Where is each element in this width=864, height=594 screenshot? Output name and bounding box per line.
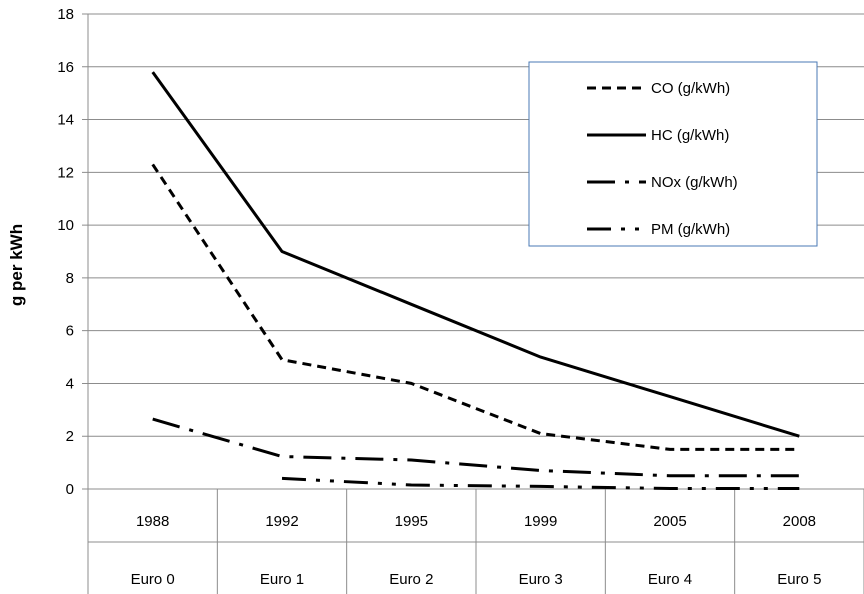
x-tick-label-year: 1999 bbox=[524, 513, 557, 530]
legend-label: PM (g/kWh) bbox=[651, 221, 730, 238]
y-tick-label: 0 bbox=[66, 481, 74, 498]
legend-label: NOx (g/kWh) bbox=[651, 174, 738, 191]
series-line-nox bbox=[152, 417, 800, 478]
x-tick-label-year: 2008 bbox=[783, 513, 816, 530]
y-tick-label: 6 bbox=[66, 323, 74, 340]
y-axis-ticks: 0 2 4 6 8 10 12 14 16 18 bbox=[57, 6, 74, 498]
x-tick-label-year: 2005 bbox=[653, 513, 686, 530]
y-tick-label: 8 bbox=[66, 270, 74, 287]
y-tick-label: 16 bbox=[57, 59, 74, 76]
y-tick-label: 14 bbox=[57, 112, 74, 129]
x-tick-label-euro: Euro 5 bbox=[777, 571, 821, 588]
legend: CO (g/kWh) HC (g/kWh) NOx (g/kWh) PM (g/kWh… bbox=[528, 61, 818, 247]
x-tick-label-year: 1992 bbox=[265, 513, 298, 530]
series-line-hc bbox=[151, 71, 800, 438]
legend-label: HC (g/kWh) bbox=[651, 127, 729, 144]
y-tick-label: 12 bbox=[57, 164, 74, 181]
x-tick-label-euro: Euro 2 bbox=[389, 571, 433, 588]
series-lines bbox=[151, 71, 800, 490]
series-line-co bbox=[151, 163, 800, 451]
legend-box bbox=[528, 61, 818, 247]
x-tick-label-euro: Euro 3 bbox=[519, 571, 563, 588]
x-tick-label-euro: Euro 1 bbox=[260, 571, 304, 588]
y-tick-label: 4 bbox=[66, 375, 74, 392]
y-tick-label: 2 bbox=[66, 428, 74, 445]
x-tick-label-euro: Euro 4 bbox=[648, 571, 692, 588]
y-tick-label: 18 bbox=[57, 6, 74, 23]
x-tick-label-euro: Euro 0 bbox=[131, 571, 175, 588]
x-tick-label-year: 1988 bbox=[136, 513, 169, 530]
legend-label: CO (g/kWh) bbox=[651, 80, 730, 97]
y-tick-label: 10 bbox=[57, 217, 74, 234]
y-axis-label: g per kWh bbox=[7, 224, 26, 306]
x-axis: 1988 1992 1995 1999 2005 2008 Euro 0 Euro 1 Euro… bbox=[87, 14, 864, 594]
x-tick-label-year: 1995 bbox=[395, 513, 428, 530]
series-line-pm bbox=[281, 476, 800, 490]
